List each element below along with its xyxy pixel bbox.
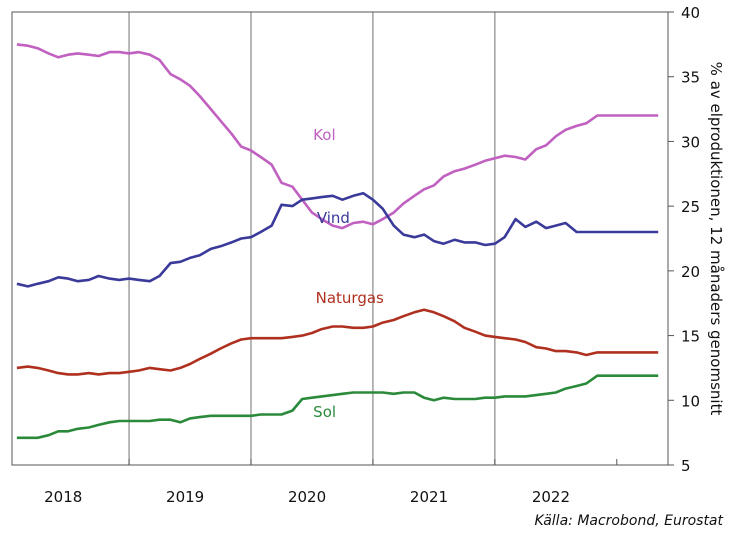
series-lines xyxy=(16,43,659,440)
y-tick-label: 5 xyxy=(681,457,691,475)
x-tick-label: 2018 xyxy=(44,488,82,506)
y-tick-label: 15 xyxy=(681,328,700,346)
y-tick-label: 30 xyxy=(681,133,700,151)
y-tick-label: 25 xyxy=(681,198,700,216)
x-tick-label: 2022 xyxy=(532,488,570,506)
source-note: Källa: Macrobond, Eurostat xyxy=(534,513,723,529)
vertical-grid xyxy=(128,12,496,465)
series-label-kol: Kol xyxy=(313,126,335,144)
series-line-sol xyxy=(16,374,659,440)
x-tick-label: 2021 xyxy=(410,488,448,506)
y-tick-label: 35 xyxy=(681,69,700,87)
series-line-vind xyxy=(16,191,659,288)
series-labels: Kol Vind Naturgas Sol xyxy=(313,126,384,421)
y-tick-label: 40 xyxy=(681,4,700,22)
series-label-sol: Sol xyxy=(313,403,336,421)
y-tick-label: 10 xyxy=(681,392,700,410)
series-label-naturgas: Naturgas xyxy=(316,289,384,307)
y-tick-label: 20 xyxy=(681,263,700,281)
y-axis-label: % av elproduktionen, 12 månaders genomsn… xyxy=(707,62,725,416)
series-line-naturgas xyxy=(16,308,659,376)
x-tick-label: 2020 xyxy=(288,488,326,506)
x-tick-label: 2019 xyxy=(166,488,204,506)
y-axis-ticks: 5 10 15 20 25 30 35 40 xyxy=(668,4,700,475)
series-line-kol xyxy=(16,43,659,230)
x-axis-ticks: 2018 2019 2020 2021 2022 xyxy=(44,459,618,506)
plot-frame xyxy=(11,11,669,466)
series-label-vind: Vind xyxy=(317,209,350,227)
